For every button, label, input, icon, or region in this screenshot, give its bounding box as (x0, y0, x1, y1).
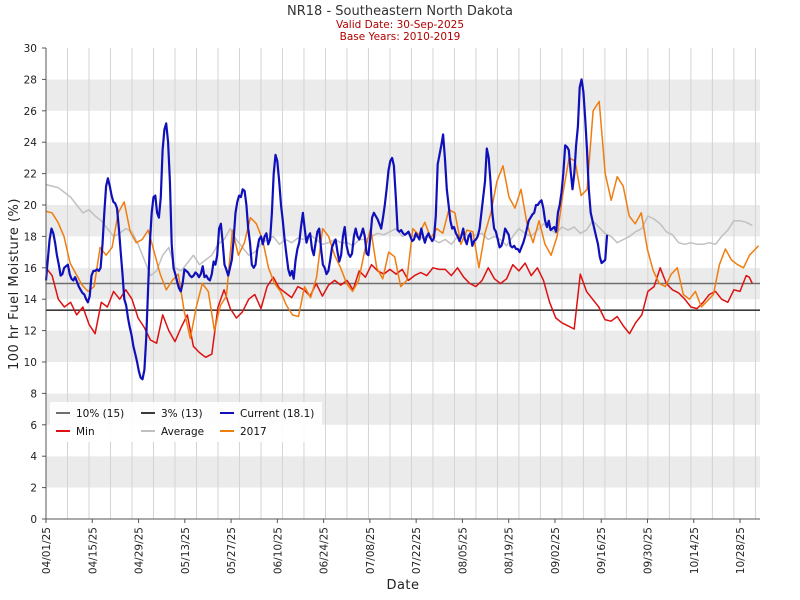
x-tick-label: 06/10/25 (272, 527, 284, 574)
grid-band (46, 79, 760, 111)
x-tick-label: 07/22/25 (411, 527, 423, 574)
y-tick-label: 30 (24, 43, 37, 55)
chart-title: NR18 - Southeastern North Dakota (287, 4, 513, 19)
grid-band (46, 330, 760, 362)
series-line-2017 (45, 100, 760, 340)
x-axis-label: Date (386, 578, 419, 593)
legend-label: Current (18.1) (240, 408, 314, 420)
y-tick-label: 0 (30, 514, 37, 526)
grid-band (46, 173, 760, 205)
x-tick-label: 10/14/25 (689, 527, 701, 574)
y-tick-label: 26 (24, 106, 38, 118)
y-tick-label: 24 (24, 137, 38, 149)
legend-label: 2017 (240, 426, 267, 438)
y-axis-label: 100 hr Fuel Moisture (%) (7, 198, 22, 370)
grid-band (46, 142, 760, 174)
x-tick-label: 09/02/25 (550, 527, 562, 574)
series-line-min (45, 262, 753, 359)
grid-band (46, 48, 760, 80)
series-lines (44, 78, 760, 381)
x-tick-label: 09/30/25 (643, 527, 655, 574)
x-tick-label: 04/29/25 (134, 527, 146, 574)
grid-band (46, 487, 760, 519)
y-tick-label: 28 (24, 74, 37, 86)
legend-label: Min (76, 426, 95, 438)
y-tick-label: 14 (24, 294, 38, 306)
x-tick-label: 08/19/25 (504, 527, 516, 574)
legend-label: 10% (15) (76, 408, 124, 420)
x-tick-label: 04/01/25 (41, 527, 53, 574)
x-tick-label: 05/13/25 (180, 527, 192, 574)
valid-date: Valid Date: 30-Sep-2025 (336, 19, 464, 31)
legend: 10% (15) 3% (13) Current (18.1) Min Average 2… (50, 402, 322, 442)
x-tick-labels: 04/01/25 04/15/25 04/29/25 05/13/25 05/27/25… (41, 519, 747, 574)
y-tick-label: 10 (24, 357, 37, 369)
y-tick-label: 16 (24, 263, 38, 275)
legend-label: 3% (13) (161, 408, 203, 420)
y-tick-label: 2 (30, 483, 37, 495)
x-tick-label: 06/24/25 (319, 527, 331, 574)
y-tick-label: 6 (30, 420, 37, 432)
y-tick-label: 18 (24, 231, 37, 243)
legend-label: Average (161, 426, 204, 438)
y-tick-label: 20 (24, 200, 37, 212)
x-tick-label: 09/16/25 (596, 527, 608, 574)
x-tick-label: 04/15/25 (87, 527, 99, 574)
x-tick-label: 08/05/25 (457, 527, 469, 574)
y-tick-label: 22 (24, 169, 37, 181)
grid-band (46, 456, 760, 488)
legend-box (50, 402, 322, 442)
axes (45, 48, 760, 520)
x-tick-label: 05/27/25 (226, 527, 238, 574)
y-tick-label: 8 (30, 388, 37, 400)
series-line-current (44, 78, 609, 381)
grid-band (46, 362, 760, 394)
x-tick-label: 10/28/25 (735, 527, 747, 574)
base-years: Base Years: 2010-2019 (340, 31, 461, 43)
y-tick-label: 12 (24, 326, 37, 338)
y-tick-label: 4 (30, 451, 37, 463)
x-tick-label: 07/08/25 (365, 527, 377, 574)
